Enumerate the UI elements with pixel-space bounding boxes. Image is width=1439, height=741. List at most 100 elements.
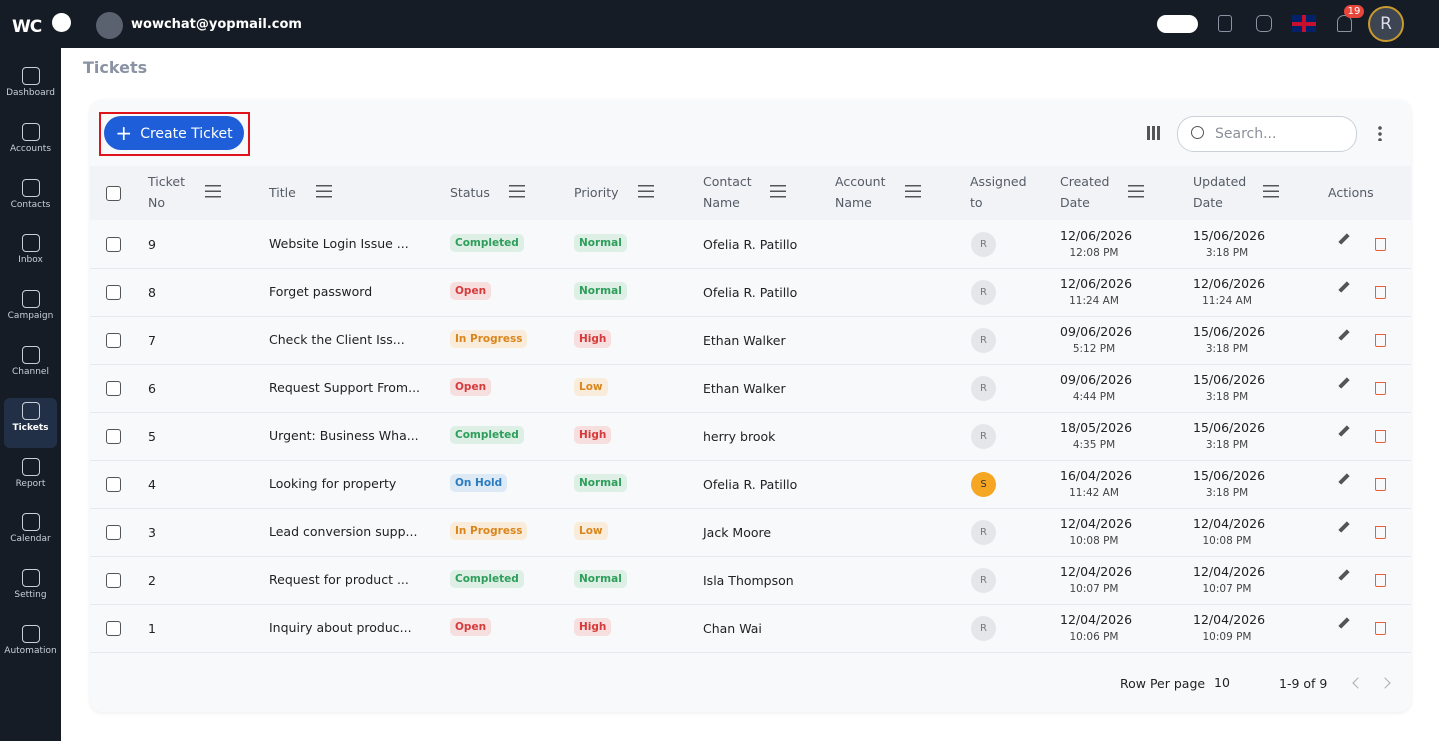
column-header: Actions [1328, 185, 1374, 200]
column-filter[interactable] [1128, 185, 1144, 199]
sidebar-item[interactable]: Setting [4, 565, 57, 615]
sidebar-item[interactable]: Dashboard [4, 63, 57, 113]
column-filter[interactable] [770, 185, 786, 199]
row-checkbox[interactable] [106, 477, 121, 492]
priority-badge: High [574, 330, 612, 348]
ticket-title: Looking for property [269, 476, 397, 491]
priority-badge: Normal [574, 234, 627, 252]
priority-badge: Normal [574, 570, 627, 588]
status-badge: On Hold [450, 474, 508, 492]
sidebar-item[interactable]: Contacts [4, 175, 57, 225]
delete-button[interactable] [1375, 478, 1386, 491]
contact-name: Chan Wai [703, 621, 762, 636]
column-header: Ticket No [148, 174, 185, 210]
page-title: Tickets [83, 58, 148, 77]
row-divider [90, 604, 1411, 605]
sidebar-item[interactable]: Report [4, 454, 57, 504]
sidebar-toggle[interactable] [52, 13, 71, 32]
assignee-avatar: R [971, 232, 996, 257]
row-checkbox[interactable] [106, 381, 121, 396]
assignee-avatar: R [971, 424, 996, 449]
sidebar-label: Contacts [10, 199, 51, 210]
sidebar-label: Tickets [12, 422, 49, 433]
row-checkbox[interactable] [106, 237, 121, 252]
row-checkbox[interactable] [106, 573, 121, 588]
language-flag[interactable] [1292, 15, 1316, 32]
updated-time: 10:07 PM [1202, 583, 1252, 595]
column-filter[interactable] [905, 185, 921, 199]
created-date: 12/04/2026 [1060, 516, 1133, 531]
column-filter[interactable] [1263, 185, 1279, 199]
column-filter[interactable] [509, 185, 525, 199]
page-range: 1-9 of 9 [1279, 676, 1328, 691]
sidebar-label: Setting [14, 590, 47, 601]
header-row [90, 166, 1411, 220]
updated-date: 15/06/2026 [1193, 228, 1266, 243]
column-header: Status [450, 185, 490, 200]
sidebar-label: Report [15, 478, 46, 489]
column-header: Account Name [835, 174, 886, 210]
row-divider [90, 652, 1411, 653]
created-time: 11:24 AM [1069, 295, 1119, 307]
row-checkbox[interactable] [106, 525, 121, 540]
column-header: Title [269, 185, 296, 200]
create-ticket-button[interactable]: + Create Ticket [104, 116, 244, 150]
ticket-title: Request Support From... [269, 380, 421, 395]
network-icon[interactable] [1218, 15, 1232, 32]
delete-button[interactable] [1375, 382, 1386, 395]
ticket-no: 8 [148, 285, 156, 300]
delete-button[interactable] [1375, 334, 1386, 347]
search-box[interactable]: Search... [1177, 116, 1357, 152]
contact-name: Ofelia R. Patillo [703, 477, 798, 492]
row-checkbox[interactable] [106, 333, 121, 348]
created-date: 16/04/2026 [1060, 468, 1133, 483]
rows-per-page-select[interactable]: 10 [1214, 675, 1230, 690]
select-all[interactable] [106, 186, 121, 201]
ticket-title: Inquiry about produc... [269, 620, 412, 635]
status-badge: Completed [450, 570, 524, 588]
priority-badge: Low [574, 522, 608, 540]
column-filter[interactable] [638, 185, 654, 199]
row-checkbox[interactable] [106, 621, 121, 636]
columns-button[interactable] [1147, 126, 1161, 140]
contact-name: Ofelia R. Patillo [703, 285, 798, 300]
delete-button[interactable] [1375, 526, 1386, 539]
sidebar-item[interactable]: Automation [4, 621, 57, 671]
sidebar-item[interactable]: Inbox [4, 230, 57, 280]
updated-date: 15/06/2026 [1193, 372, 1266, 387]
sidebar-item[interactable]: Tickets [4, 397, 57, 448]
sidebar-item[interactable]: Channel [4, 342, 57, 392]
status-badge: Completed [450, 234, 524, 252]
delete-button[interactable] [1375, 574, 1386, 587]
row-divider [90, 316, 1411, 317]
ticket-title: Request for product ... [269, 572, 409, 587]
sidebar-item[interactable]: Calendar [4, 509, 57, 559]
sidebar-icon [21, 178, 40, 197]
delete-button[interactable] [1375, 238, 1386, 251]
sidebar-label: Calendar [10, 534, 51, 545]
avatar[interactable]: R [1368, 6, 1404, 42]
row-divider [90, 460, 1411, 461]
column-filter[interactable] [205, 185, 221, 199]
theme-toggle[interactable] [1157, 15, 1198, 33]
delete-button[interactable] [1375, 286, 1386, 299]
more-button[interactable] [1378, 125, 1382, 141]
created-date: 12/04/2026 [1060, 612, 1133, 627]
delete-button[interactable] [1375, 622, 1386, 635]
sidebar-item[interactable]: Campaign [4, 286, 57, 336]
sidebar-item[interactable]: Accounts [4, 119, 57, 169]
phone-icon[interactable] [1256, 15, 1272, 32]
ticket-no: 2 [148, 573, 156, 588]
updated-time: 10:08 PM [1202, 535, 1252, 547]
assignee-avatar: R [971, 328, 996, 353]
ticket-no: 4 [148, 477, 156, 492]
sidebar-icon [21, 457, 40, 476]
column-header: Contact Name [703, 174, 752, 210]
sidebar-label: Automation [4, 646, 57, 656]
updated-date: 15/06/2026 [1193, 420, 1266, 435]
delete-button[interactable] [1375, 430, 1386, 443]
priority-badge: Normal [574, 282, 627, 300]
row-checkbox[interactable] [106, 285, 121, 300]
column-filter[interactable] [316, 185, 332, 199]
row-checkbox[interactable] [106, 429, 121, 444]
